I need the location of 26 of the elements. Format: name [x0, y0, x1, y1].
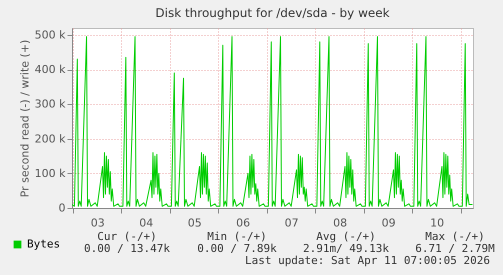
- text: Cur (-/+): [97, 230, 157, 243]
- y-tick-label: 200 k: [34, 132, 66, 146]
- x-tick-label: 06: [236, 216, 250, 230]
- text: 2.91m/ 49.13k: [302, 242, 390, 255]
- text: Max (-/+): [425, 230, 485, 243]
- x-tick-label: 09: [382, 216, 396, 230]
- y-tick-label: 500 k: [34, 28, 66, 42]
- x-tick-label: 07: [284, 216, 299, 230]
- y-tick-label: 0: [58, 202, 66, 214]
- text: Last update: Sat Apr 11 07:00:05 2026: [244, 254, 490, 267]
- text: 0.00 / 7.89k: [197, 242, 278, 255]
- text: 0.00 / 13.47k: [84, 242, 170, 255]
- y-axis-title: Pr second read (-) / write (+): [18, 40, 32, 198]
- y-tick-label: 400 k: [34, 63, 66, 76]
- legend-label: Bytes: [27, 238, 60, 250]
- text: 6.71 / 2.79M: [415, 242, 496, 255]
- x-tick-label: 03: [90, 216, 105, 230]
- text: Avg (-/+): [316, 230, 376, 243]
- chart-title: Disk throughput for /dev/sda - by week: [155, 6, 390, 20]
- y-tick-label: 100 k: [34, 166, 66, 180]
- x-tick-label: 05: [188, 216, 202, 230]
- text: Min (-/+): [207, 230, 267, 243]
- y-tick-label: 300 k: [34, 98, 66, 111]
- x-tick-label: 10: [430, 216, 444, 230]
- x-tick-label: 08: [333, 216, 348, 230]
- x-tick-label: 04: [139, 216, 154, 230]
